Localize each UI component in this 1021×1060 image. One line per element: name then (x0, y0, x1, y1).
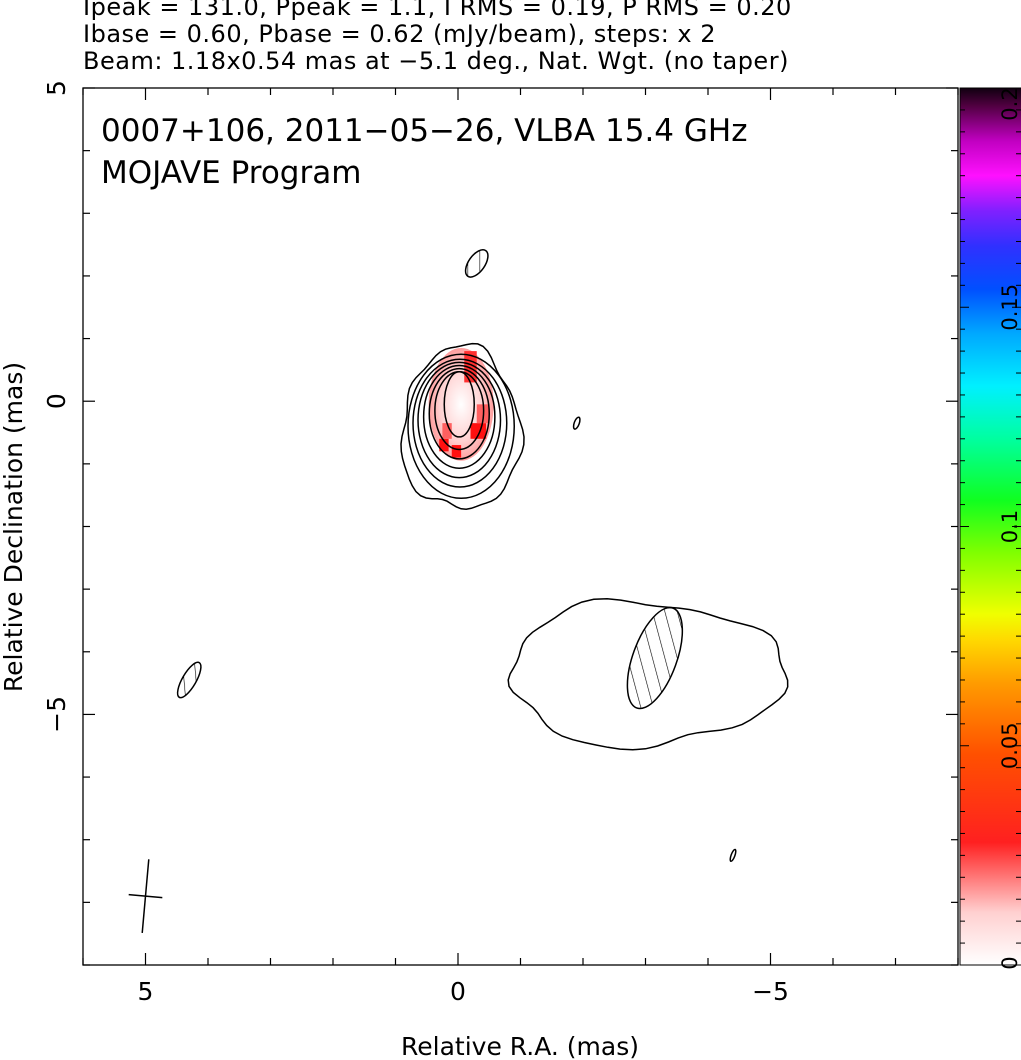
header-line-1: Ipeak = 131.0, Ppeak = 1.1, I RMS = 0.19… (83, 0, 792, 21)
x-tick-label: −5 (752, 977, 789, 1006)
y-tick-label: 5 (42, 80, 71, 96)
header-line-2: Ibase = 0.60, Pbase = 0.62 (mJy/beam), s… (83, 20, 717, 48)
contour-5 (428, 367, 490, 460)
y-tick-label: 0 (42, 393, 71, 409)
x-axis-label: Relative R.A. (mas) (401, 1032, 639, 1060)
colorbar-tick-label: 0.15 (998, 284, 1021, 331)
contour-3 (417, 361, 502, 479)
contour-1 (407, 353, 515, 500)
chart-subtitle: MOJAVE Program (101, 155, 361, 191)
header-line-3: Beam: 1.18x0.54 mas at −5.1 deg., Nat. W… (83, 47, 789, 75)
beam-marker (128, 859, 163, 933)
polarization-pixel-0 (451, 445, 462, 458)
contour-10 (176, 661, 202, 699)
colorbar-tick-label: 0 (998, 956, 1021, 969)
contour-0 (400, 342, 525, 510)
y-axis: 5 0 −5 (42, 80, 958, 966)
colorbar-tick-label: 0.1 (998, 510, 1021, 543)
x-tick-label: 0 (450, 977, 466, 1006)
colorbar-tick-label: 0.05 (998, 722, 1021, 769)
x-axis: 5 0 −5 (82, 88, 959, 1006)
contour-7 (443, 371, 475, 438)
y-axis-label: Relative Declination (mas) (0, 362, 28, 692)
contour-9 (626, 606, 684, 710)
polarization-pixel-1 (439, 438, 449, 452)
x-tick-label: 5 (138, 977, 154, 1006)
contour-2 (412, 358, 508, 488)
polarization-pixel-2 (470, 423, 487, 439)
contour-4 (422, 364, 496, 469)
contour-8 (507, 597, 789, 751)
beam-minor-axis (128, 893, 163, 899)
contour-12 (572, 416, 581, 430)
polarization-pixel-5 (442, 423, 452, 439)
contour-11 (464, 249, 489, 278)
colorbar (960, 88, 1021, 965)
colorbar-tick-label: 0.2 (998, 87, 1021, 120)
chart-title: 0007+106, 2011−05−26, VLBA 15.4 GHz (101, 113, 747, 149)
total-intensity-contours (176, 249, 789, 863)
y-tick-label: −5 (42, 696, 71, 733)
contour-13 (729, 848, 737, 863)
plot-frame (82, 87, 959, 966)
colorbar-ticks: 0 0.05 0.1 0.15 0.2 (960, 87, 1021, 970)
